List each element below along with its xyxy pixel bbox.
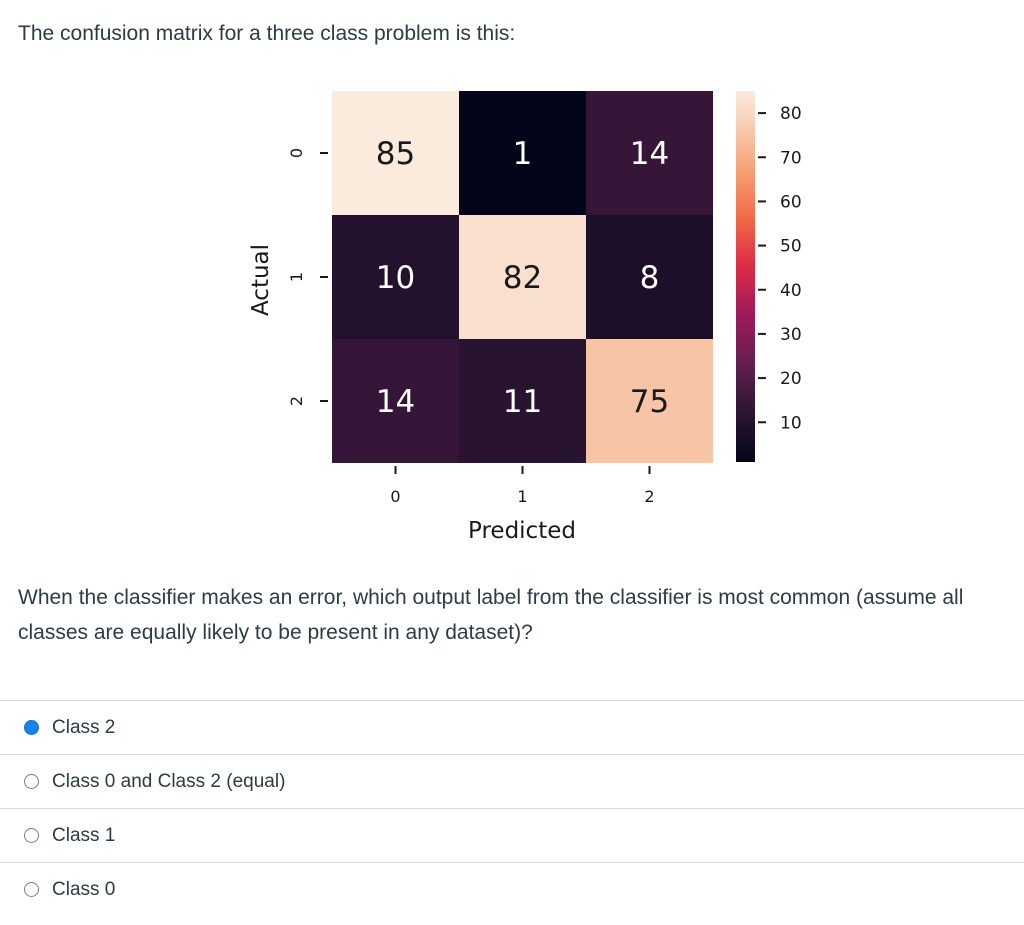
- answer-label: Class 1: [52, 824, 116, 846]
- y-tick-label: 0: [287, 148, 306, 158]
- colorbar-tick-label: 30: [780, 325, 802, 345]
- heatmap-cell: [586, 215, 713, 339]
- y-axis-label: Actual: [248, 244, 274, 316]
- x-axis-label: Predicted: [468, 518, 576, 544]
- answer-option[interactable]: Class 0 and Class 2 (equal): [0, 755, 1024, 809]
- y-tick-label: 2: [287, 396, 306, 406]
- question-intro: The confusion matrix for a three class p…: [18, 22, 516, 45]
- cell-value-label: 82: [503, 260, 542, 296]
- colorbar-tick-label: 50: [780, 237, 802, 257]
- answer-label: Class 2: [52, 716, 116, 738]
- colorbar-tick-label: 10: [780, 413, 802, 433]
- x-tick-label: 1: [517, 487, 527, 506]
- cell-value-label: 75: [630, 384, 669, 420]
- answer-option[interactable]: Class 1: [0, 809, 1024, 863]
- x-tick-label: 0: [390, 487, 400, 506]
- x-tick-label: 2: [644, 487, 654, 506]
- colorbar-tick-label: 40: [780, 281, 802, 301]
- question-text: When the classifier makes an error, whic…: [18, 586, 964, 644]
- cell-value-label: 14: [376, 384, 415, 420]
- radio-button[interactable]: [24, 774, 39, 789]
- heatmap-cell: [459, 91, 586, 215]
- answer-option[interactable]: Class 0: [0, 863, 1024, 916]
- cell-value-label: 85: [376, 136, 415, 172]
- y-tick-label: 1: [287, 272, 306, 282]
- heatmap-cell: [332, 339, 459, 463]
- cell-value-label: 1: [513, 136, 533, 172]
- answer-label: Class 0 and Class 2 (equal): [52, 770, 286, 792]
- cell-value-label: 11: [503, 384, 542, 420]
- radio-button[interactable]: [24, 720, 39, 735]
- answer-option[interactable]: Class 2: [0, 701, 1024, 755]
- radio-button[interactable]: [24, 882, 39, 897]
- colorbar-tick-label: 60: [780, 192, 802, 212]
- answer-label: Class 0: [52, 878, 116, 900]
- colorbar-tick-label: 80: [780, 104, 802, 124]
- heatmap-cell: [459, 339, 586, 463]
- colorbar-tick-label: 20: [780, 369, 802, 389]
- colorbar: [736, 91, 755, 462]
- heatmap-cell: [586, 339, 713, 463]
- radio-button[interactable]: [24, 828, 39, 843]
- answer-list: Class 2 Class 0 and Class 2 (equal) Clas…: [0, 700, 1024, 916]
- cell-value-label: 10: [376, 260, 415, 296]
- heatmap-cell: [332, 91, 459, 215]
- heatmap-cell: [586, 91, 713, 215]
- cell-value-label: 8: [640, 260, 660, 296]
- confusion-matrix-heatmap: 85 1 14 10 82 8 14 11 75 0 1 2 0 1 2 Actual Predicte…: [248, 91, 802, 544]
- heatmap-cell: [332, 215, 459, 339]
- cell-value-label: 14: [630, 136, 669, 172]
- heatmap-cell: [459, 215, 586, 339]
- colorbar-tick-label: 70: [780, 148, 802, 168]
